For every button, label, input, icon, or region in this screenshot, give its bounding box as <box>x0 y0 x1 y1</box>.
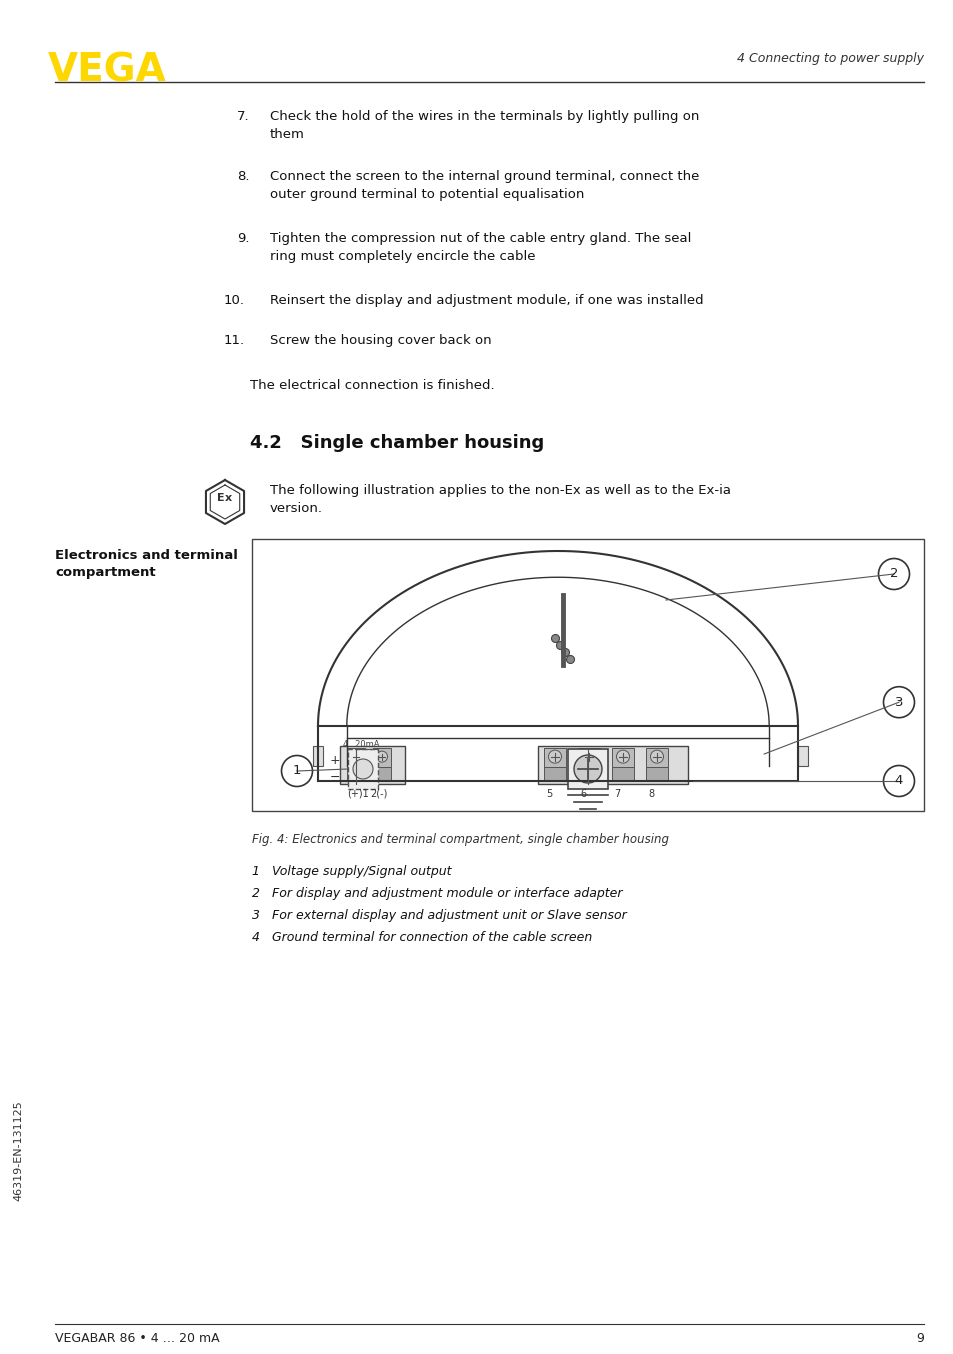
Bar <box>612 747 634 766</box>
Text: The following illustration applies to the non-Ex as well as to the Ex-ia
version: The following illustration applies to th… <box>270 483 730 515</box>
Bar <box>797 746 807 766</box>
Text: Check the hold of the wires in the terminals by lightly pulling on
them: Check the hold of the wires in the termi… <box>270 110 699 141</box>
Bar <box>567 749 607 789</box>
Text: −: − <box>330 770 340 784</box>
Text: The electrical connection is finished.: The electrical connection is finished. <box>250 379 494 393</box>
Circle shape <box>882 686 914 718</box>
Circle shape <box>650 750 662 764</box>
Bar <box>578 766 599 780</box>
Circle shape <box>574 756 601 783</box>
Text: 6: 6 <box>579 789 586 799</box>
Text: 1: 1 <box>293 765 301 777</box>
Circle shape <box>281 756 313 787</box>
Text: 4   Ground terminal for connection of the cable screen: 4 Ground terminal for connection of the … <box>252 932 592 944</box>
Circle shape <box>556 642 564 650</box>
Text: Screw the housing cover back on: Screw the housing cover back on <box>270 334 491 347</box>
Text: Tighten the compression nut of the cable entry gland. The seal
ring must complet: Tighten the compression nut of the cable… <box>270 232 691 263</box>
Circle shape <box>376 751 387 762</box>
Text: 9: 9 <box>915 1332 923 1345</box>
Bar <box>373 766 391 780</box>
Text: 9.: 9. <box>237 232 250 245</box>
Circle shape <box>582 750 595 764</box>
Bar <box>645 766 667 780</box>
Bar <box>252 539 923 811</box>
Circle shape <box>878 558 908 589</box>
Text: +: + <box>330 754 340 768</box>
Text: 4 Connecting to power supply: 4 Connecting to power supply <box>737 51 923 65</box>
Text: (+)1: (+)1 <box>347 789 369 799</box>
Text: E: E <box>217 493 225 502</box>
Circle shape <box>548 750 561 764</box>
Text: 8.: 8. <box>237 171 250 183</box>
Text: 2   For display and adjustment module or interface adapter: 2 For display and adjustment module or i… <box>252 887 622 900</box>
Bar <box>543 747 565 766</box>
Text: x: x <box>225 493 232 502</box>
Bar <box>537 746 687 784</box>
Text: Connect the screen to the internal ground terminal, connect the
outer ground ter: Connect the screen to the internal groun… <box>270 171 699 200</box>
Text: VEGA: VEGA <box>48 51 167 89</box>
Bar <box>543 766 565 780</box>
Bar <box>645 747 667 766</box>
Text: 3   For external display and adjustment unit or Slave sensor: 3 For external display and adjustment un… <box>252 909 626 922</box>
Circle shape <box>616 750 629 764</box>
Bar <box>313 746 323 766</box>
Bar <box>347 747 365 766</box>
Bar <box>347 766 365 780</box>
Text: 8: 8 <box>648 789 654 799</box>
Text: 3: 3 <box>894 696 902 708</box>
Text: 4.2   Single chamber housing: 4.2 Single chamber housing <box>250 435 543 452</box>
Text: 4: 4 <box>894 774 902 788</box>
Text: 5: 5 <box>546 789 552 799</box>
Text: 2(-): 2(-) <box>370 789 387 799</box>
Circle shape <box>551 635 558 643</box>
Text: VEGABAR 86 • 4 … 20 mA: VEGABAR 86 • 4 … 20 mA <box>55 1332 219 1345</box>
Circle shape <box>350 751 361 762</box>
Bar <box>348 749 377 789</box>
Text: 10.: 10. <box>224 294 245 307</box>
Text: 1   Voltage supply/Signal output: 1 Voltage supply/Signal output <box>252 865 451 877</box>
Circle shape <box>882 765 914 796</box>
Text: 7: 7 <box>614 789 620 799</box>
Text: Electronics and terminal
compartment: Electronics and terminal compartment <box>55 548 237 580</box>
Bar <box>578 747 599 766</box>
Text: 11.: 11. <box>224 334 245 347</box>
Bar <box>612 766 634 780</box>
Text: 46319-EN-131125: 46319-EN-131125 <box>13 1101 23 1201</box>
Text: Fig. 4: Electronics and terminal compartment, single chamber housing: Fig. 4: Electronics and terminal compart… <box>252 833 668 846</box>
Bar <box>339 746 405 784</box>
Text: 2: 2 <box>889 567 898 581</box>
Text: Reinsert the display and adjustment module, if one was installed: Reinsert the display and adjustment modu… <box>270 294 703 307</box>
Circle shape <box>566 655 574 663</box>
Circle shape <box>561 649 569 657</box>
Text: 4...20mA: 4...20mA <box>343 741 380 749</box>
Text: 7.: 7. <box>237 110 250 123</box>
Circle shape <box>353 760 373 779</box>
Bar <box>373 747 391 766</box>
